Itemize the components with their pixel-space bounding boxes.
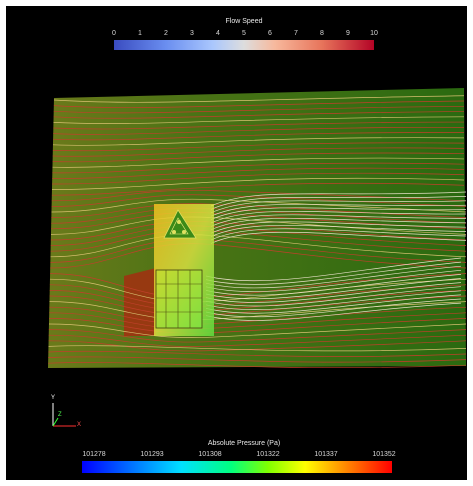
- streamlines: [48, 95, 467, 369]
- triangular-building: [163, 209, 197, 239]
- pressure-tick: 101293: [140, 451, 164, 458]
- streamline: [52, 167, 465, 179]
- streamline: [51, 177, 465, 190]
- square-building: [155, 269, 203, 329]
- wake-streamline: [210, 200, 467, 214]
- streamline: [48, 323, 467, 338]
- streamline: [50, 229, 467, 252]
- streamline: [52, 142, 465, 152]
- flow-speed-tick: 1: [138, 30, 142, 37]
- pressure-tick: 101278: [82, 451, 106, 458]
- wake-streamline: [205, 298, 462, 318]
- streamline: [52, 172, 465, 185]
- streamline: [51, 198, 467, 213]
- streamline: [51, 182, 465, 196]
- wake-streamline: [210, 203, 467, 217]
- wake-streamline: [210, 210, 467, 224]
- streamline: [53, 100, 465, 108]
- flow-speed-tick: 9: [346, 30, 350, 37]
- streamline: [50, 243, 467, 269]
- streamline: [53, 105, 465, 114]
- streamline: [48, 345, 467, 352]
- y-axis-label: Y: [51, 395, 56, 401]
- streamline: [49, 290, 467, 312]
- streamline: [52, 152, 465, 163]
- wake-streamline: [205, 302, 462, 321]
- flow-speed-tick: 5: [242, 30, 246, 37]
- stagnation-zone: [124, 268, 156, 336]
- orientation-axes: [52, 403, 76, 427]
- z-axis-label: Z: [58, 412, 62, 418]
- streamline: [53, 95, 465, 103]
- streamline: [51, 194, 467, 207]
- render-viewport[interactable]: Flow Speed 0 1 2 3 4 5 6 7 8 9 10: [6, 6, 467, 480]
- flow-speed-tick: 8: [320, 30, 324, 37]
- wake-streamline: [210, 191, 467, 207]
- flow-speed-legend-title: Flow Speed: [225, 18, 263, 25]
- wake-streamline: [210, 217, 467, 231]
- wake-streamline: [205, 282, 462, 303]
- streamline: [53, 111, 465, 119]
- streamline: [53, 126, 465, 135]
- streamline: [48, 329, 467, 343]
- streamline: [52, 157, 465, 168]
- streamline: [50, 234, 467, 258]
- wake-streamline: [210, 207, 467, 220]
- flow-speed-tick: 3: [190, 30, 194, 37]
- streamline: [53, 116, 465, 124]
- pressure-legend-title: Absolute Pressure (Pa): [207, 440, 281, 447]
- wake-streamline: [210, 228, 467, 241]
- flow-speed-tick: 0: [112, 30, 116, 37]
- wake-streamline: [205, 274, 462, 296]
- streamline: [48, 356, 467, 363]
- streamline: [51, 189, 467, 202]
- wake-streamline: [205, 286, 462, 307]
- streamline: [48, 362, 467, 369]
- flow-speed-tick: 2: [164, 30, 168, 37]
- wake-streamline: [205, 261, 462, 285]
- wake-streamline: [210, 231, 467, 244]
- streamline: [53, 121, 465, 130]
- wake-streamline: [205, 269, 462, 292]
- wake-streamline: [205, 257, 462, 282]
- streamline: [48, 350, 467, 357]
- streamline: [52, 162, 465, 174]
- flow-speed-tick: 7: [294, 30, 298, 37]
- streamline: [52, 147, 465, 157]
- wake-streamline: [205, 294, 462, 314]
- wake-streamline: [205, 265, 462, 289]
- pressure-tick: 101322: [256, 451, 280, 458]
- pressure-colorbar: [82, 461, 392, 473]
- flow-speed-tick: 10: [370, 30, 378, 37]
- streamline-scene: [48, 88, 467, 427]
- wake-streamline: [205, 278, 462, 300]
- streamline: [48, 334, 467, 347]
- pressure-tick: 101337: [314, 451, 338, 458]
- streamline: [52, 137, 465, 146]
- streamline: [49, 278, 467, 303]
- streamline: [48, 340, 467, 352]
- streamline: [49, 318, 467, 334]
- wake-streamline: [210, 196, 467, 210]
- wake-streamline: [205, 290, 462, 310]
- wake-streamline: [210, 214, 467, 227]
- streamline: [51, 207, 467, 224]
- streamline: [49, 284, 467, 307]
- pressure-tick: 101352: [372, 451, 396, 458]
- streamline: [53, 132, 465, 141]
- wake-streamline: [210, 224, 467, 237]
- flow-speed-tick: 6: [268, 30, 272, 37]
- wake-streamline: [210, 221, 467, 234]
- x-axis-label: X: [77, 422, 82, 428]
- pressure-tick: 101308: [198, 451, 222, 458]
- flow-speed-tick: 4: [216, 30, 220, 37]
- flow-speed-colorbar: [114, 40, 374, 50]
